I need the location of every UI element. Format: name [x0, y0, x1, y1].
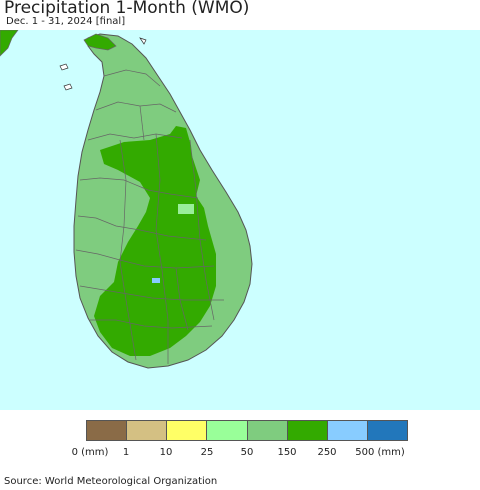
- legend-swatch-500: [367, 421, 407, 440]
- legend-swatch-0: [87, 421, 128, 440]
- heavy-rain-region: [94, 126, 216, 356]
- legend-label: 500 (mm): [355, 447, 405, 458]
- legend-label: 150: [277, 447, 297, 458]
- legend-swatch-250: [327, 421, 368, 440]
- map-subtitle: Dec. 1 - 31, 2024 [final]: [6, 16, 126, 27]
- india-coast: [0, 30, 19, 57]
- reservoir: [152, 278, 160, 283]
- source-note: Source: World Meteorological Organizatio…: [4, 476, 218, 487]
- district-borders: [75, 69, 224, 364]
- map-title: Precipitation 1-Month (WMO): [4, 0, 250, 18]
- legend-bar: [86, 420, 408, 441]
- precipitation-map: [0, 30, 480, 410]
- legend-swatch-1: [127, 421, 168, 440]
- legend-swatch-10: [167, 421, 208, 440]
- pale-patch: [178, 204, 194, 214]
- legend-label: 10: [159, 447, 173, 458]
- legend-label: 1: [122, 447, 130, 458]
- jaffna-peninsula: [83, 33, 117, 51]
- legend-swatch-150: [287, 421, 328, 440]
- islands: [59, 37, 147, 91]
- legend-label: 0 (mm): [71, 447, 109, 458]
- legend-swatch-25: [207, 421, 248, 440]
- legend-label: 25: [200, 447, 214, 458]
- legend-swatch-50: [247, 421, 288, 440]
- legend-label: 50: [240, 447, 254, 458]
- legend-label: 250: [317, 447, 337, 458]
- legend-labels: 0 (mm) 1 10 25 50 150 250 500 (mm): [0, 447, 480, 461]
